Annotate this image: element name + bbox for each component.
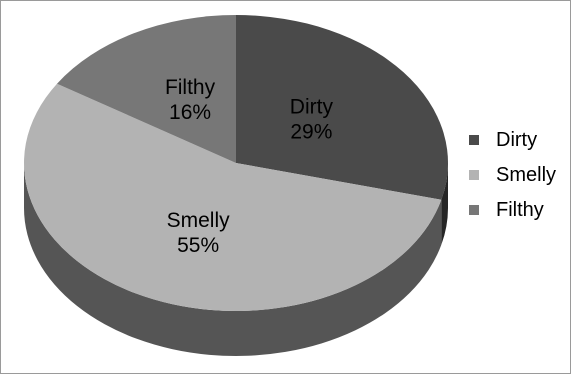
slice-percent-dirty: 29% [290, 121, 332, 144]
legend-swatch-dirty [469, 135, 479, 145]
pie-slice-filthy [57, 15, 237, 163]
slice-percent-filthy: 16% [169, 101, 211, 124]
legend-swatch-smelly [469, 170, 479, 180]
pie-slice-dirty [236, 15, 448, 200]
legend-swatch-filthy [469, 205, 479, 215]
slice-label-filthy: Filthy [165, 76, 216, 99]
legend-item-filthy: Filthy [469, 196, 556, 224]
slice-label-dirty: Dirty [290, 96, 334, 119]
legend-label-dirty: Dirty [496, 128, 538, 151]
legend-label-filthy: Filthy [496, 198, 544, 221]
legend-item-dirty: Dirty [469, 126, 556, 154]
legend-item-smelly: Smelly [469, 161, 556, 189]
pie-side-smelly [23, 163, 442, 357]
slice-label-smelly: Smelly [167, 209, 231, 232]
legend-label-smelly: Smelly [496, 163, 557, 186]
pie-slice-smelly [24, 83, 442, 311]
pie-side-dirty [441, 163, 448, 245]
slice-percent-smelly: 55% [177, 234, 219, 257]
legend: Dirty Smelly Filthy [469, 126, 556, 231]
